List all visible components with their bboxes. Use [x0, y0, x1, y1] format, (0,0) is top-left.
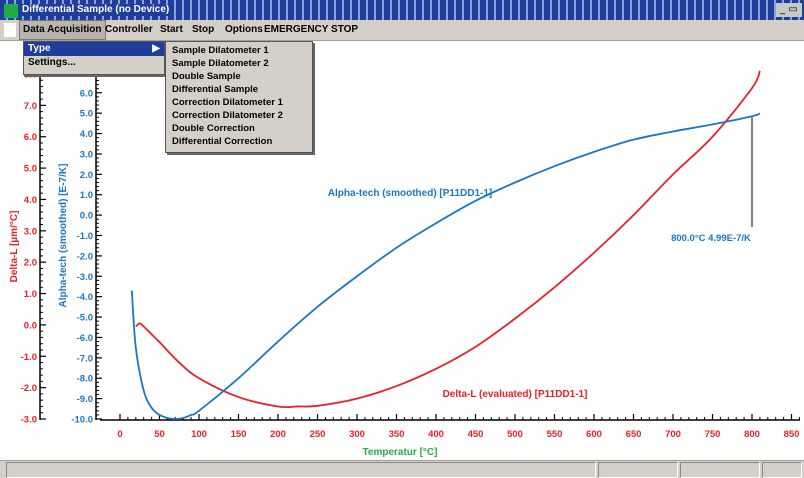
app-icon — [4, 4, 18, 18]
y2-tick-label: 4.0 — [80, 129, 93, 140]
chart: -3.0 -2.0 -1.0 0.0 1.0 2.0 3.0 4.0 5.0 6.0 7.0 8.0 -… — [9, 41, 800, 458]
submenu-arrow-icon: ▶ — [152, 43, 160, 54]
menu-stop[interactable]: Stop — [192, 24, 215, 35]
status-panel-3 — [680, 462, 760, 478]
menu-emergency-stop[interactable]: EMERGENCY STOP — [264, 24, 359, 35]
status-bar — [0, 460, 804, 478]
menu-start[interactable]: Start — [160, 24, 183, 35]
x-tick-label: 300 — [349, 429, 365, 440]
menu-controller[interactable]: Controller — [105, 24, 153, 35]
series-label-delta-l: Delta-L (evaluated) [P11DD1-1] — [443, 389, 588, 400]
submenu-item-differential-correction[interactable]: Differential Correction — [172, 136, 273, 147]
y2-tick-label: -4.0 — [77, 292, 93, 303]
y2-axis-title: Alpha-tech (smoothed) [E-7/K] — [58, 164, 69, 308]
submenu-item-double-sample[interactable]: Double Sample — [172, 71, 241, 82]
y1-tick-label: 4.0 — [24, 195, 37, 206]
x-tick-label: 150 — [231, 429, 247, 440]
y1-tick-label: 7.0 — [24, 101, 37, 112]
x-tick-label: 450 — [468, 429, 484, 440]
y1-axis-title: Delta-L [µm/°C] — [9, 211, 20, 283]
x-tick-label: 750 — [705, 429, 721, 440]
x-tick-label: 400 — [428, 429, 444, 440]
y2-tick-label: 5.0 — [80, 109, 93, 120]
x-tick-label: 200 — [270, 429, 286, 440]
y2-tick-label: -8.0 — [77, 374, 93, 385]
y2-tick-label: 3.0 — [80, 149, 93, 160]
status-panel-4 — [762, 462, 802, 478]
x-tick-label: 700 — [665, 429, 681, 440]
x-tick-label: 800 — [744, 429, 760, 440]
submenu-item-double-correction[interactable]: Double Correction — [172, 123, 255, 134]
y1-tick-label: -2.0 — [21, 383, 37, 394]
submenu-item-correction-dilatometer-2[interactable]: Correction Dilatometer 2 — [172, 110, 283, 121]
y1-tick-label: 6.0 — [24, 132, 37, 143]
x-tick-label: 0 — [117, 429, 122, 440]
window-controls[interactable]: _ ▭ — [776, 3, 802, 17]
series-delta-l-line — [135, 70, 761, 409]
x-tick-label: 350 — [389, 429, 405, 440]
y2-tick-label: 6.0 — [80, 88, 93, 99]
y2-tick-label: -3.0 — [77, 272, 93, 283]
y2-tick-label: 1.0 — [80, 190, 93, 201]
menu-bar: Data Acquisition Controller Start Stop O… — [0, 20, 804, 41]
series-alpha-tech-line — [130, 112, 761, 420]
menu-options[interactable]: Options — [225, 24, 263, 35]
y2-tick-label: 0.0 — [80, 211, 93, 222]
submenu-item-correction-dilatometer-1[interactable]: Correction Dilatometer 1 — [172, 97, 283, 108]
title-bar[interactable]: Differential Sample (no Device) _ ▭ — [0, 0, 804, 20]
status-panel-2 — [598, 462, 678, 478]
series-label-alpha-tech: Alpha-tech (smoothed) [P11DD1-1] — [328, 188, 492, 199]
y1-tick-label: 5.0 — [24, 164, 37, 175]
submenu-item-sample-dilatometer-1[interactable]: Sample Dilatometer 1 — [172, 45, 269, 56]
x-axis-title: Temperatur [°C] — [363, 447, 438, 458]
x-tick-label: 600 — [586, 429, 602, 440]
window-title: Differential Sample (no Device) — [20, 4, 172, 16]
x-tick-label: 850 — [784, 429, 800, 440]
dropdown-item-settings[interactable]: Settings... — [28, 57, 76, 68]
x-tick-label: 650 — [626, 429, 642, 440]
dropdown-item-type[interactable]: Type ▶ — [24, 42, 164, 56]
y1-tick-label: 8.0 — [24, 70, 37, 81]
x-tick-label: 100 — [191, 429, 207, 440]
y1-tick-label: 0.0 — [24, 320, 37, 331]
x-tick-label: 550 — [547, 429, 563, 440]
y2-tick-label: 2.0 — [80, 170, 93, 181]
y2-tick-label: -1.0 — [77, 231, 93, 242]
type-submenu: Sample Dilatometer 1 Sample Dilatometer … — [165, 41, 313, 153]
x-tick-label: 500 — [507, 429, 523, 440]
status-panel-main — [6, 462, 596, 478]
y1-tick-label: 3.0 — [24, 226, 37, 237]
y2-tick-label: -5.0 — [77, 313, 93, 324]
menu-data-acquisition[interactable]: Data Acquisition — [19, 20, 106, 40]
y2-tick-label: -9.0 — [77, 394, 93, 405]
y2-tick-label: -2.0 — [77, 251, 93, 262]
annotation-label: 800.0°C 4.99E-7/K — [671, 233, 751, 244]
y1-tick-label: -3.0 — [21, 415, 37, 426]
y1-tick-label: 2.0 — [24, 258, 37, 269]
y2-tick-label: -6.0 — [77, 333, 93, 344]
dropdown-item-label: Type — [28, 43, 51, 54]
data-acquisition-dropdown: Type ▶ Settings... — [23, 41, 165, 75]
y2-tick-label: -10.0 — [71, 415, 93, 426]
submenu-item-sample-dilatometer-2[interactable]: Sample Dilatometer 2 — [172, 58, 269, 69]
y1-tick-label: 1.0 — [24, 289, 37, 300]
document-icon[interactable] — [4, 23, 16, 37]
y1-tick-label: -1.0 — [21, 352, 37, 363]
y2-tick-label: -7.0 — [77, 353, 93, 364]
x-tick-label: 250 — [310, 429, 326, 440]
submenu-item-differential-sample[interactable]: Differential Sample — [172, 84, 259, 95]
x-tick-label: 50 — [154, 429, 165, 440]
